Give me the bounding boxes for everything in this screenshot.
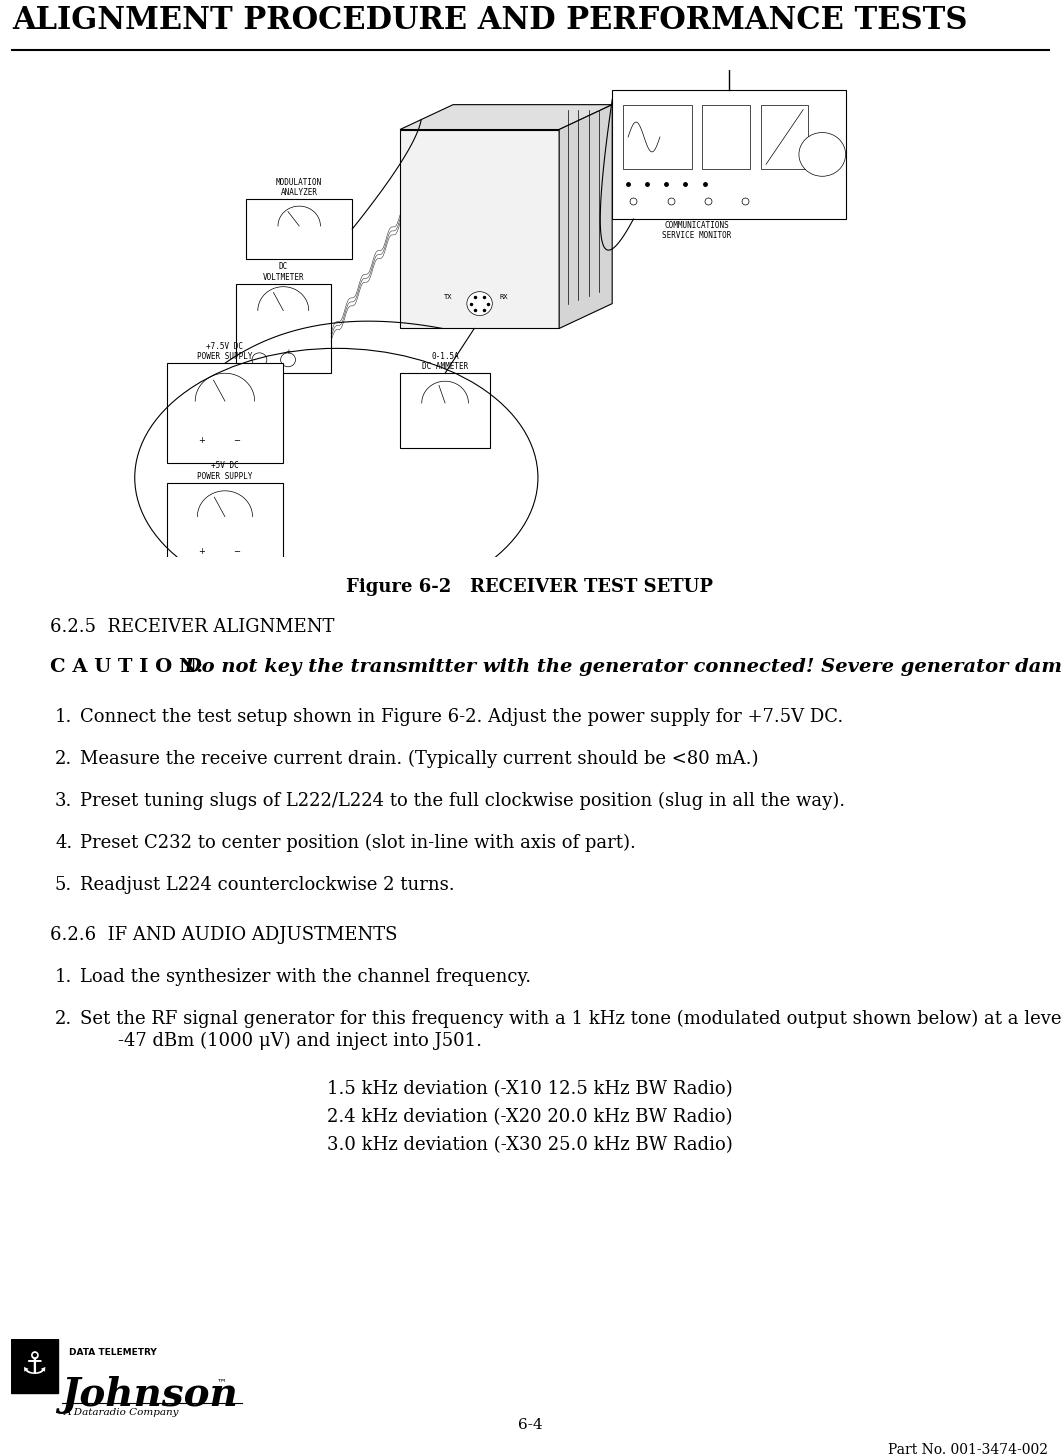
Text: 1.5 kHz deviation (-X10 12.5 kHz BW Radio): 1.5 kHz deviation (-X10 12.5 kHz BW Radi… <box>327 1080 733 1099</box>
Text: Part No. 001-3474-002: Part No. 001-3474-002 <box>888 1443 1048 1455</box>
Polygon shape <box>559 105 612 329</box>
Text: 2.: 2. <box>55 1010 72 1029</box>
Text: 6.2.6  IF AND AUDIO ADJUSTMENTS: 6.2.6 IF AND AUDIO ADJUSTMENTS <box>50 925 398 944</box>
Text: C A U T I O N:: C A U T I O N: <box>50 658 204 677</box>
Text: Do not key the transmitter with the generator connected! Severe generator damage: Do not key the transmitter with the gene… <box>178 658 1061 677</box>
Text: A Dataradio Company: A Dataradio Company <box>64 1407 179 1417</box>
Bar <box>400 129 559 329</box>
Text: 0-1.5A
DC AMMETER: 0-1.5A DC AMMETER <box>422 352 468 371</box>
Text: +: + <box>285 349 291 355</box>
Text: 5.: 5. <box>55 876 72 893</box>
Text: Connect the test setup shown in Figure 6-2. Adjust the power supply for +7.5V DC: Connect the test setup shown in Figure 6… <box>80 709 843 726</box>
Text: ALIGNMENT PROCEDURE AND PERFORMANCE TESTS: ALIGNMENT PROCEDURE AND PERFORMANCE TEST… <box>12 4 968 36</box>
Bar <box>761 105 808 169</box>
Bar <box>246 199 352 259</box>
Text: −: − <box>233 547 240 556</box>
Bar <box>400 374 490 448</box>
Text: Johnson: Johnson <box>62 1375 239 1414</box>
Text: 3.0 kHz deviation (-X30 25.0 kHz BW Radio): 3.0 kHz deviation (-X30 25.0 kHz BW Radi… <box>327 1136 733 1154</box>
Polygon shape <box>11 1339 58 1392</box>
Text: +: + <box>198 436 205 445</box>
Text: +7.5V DC
POWER SUPPLY: +7.5V DC POWER SUPPLY <box>197 342 253 361</box>
Text: Load the synthesizer with the channel frequency.: Load the synthesizer with the channel fr… <box>80 968 532 986</box>
Text: 3.: 3. <box>55 792 72 810</box>
Bar <box>702 105 750 169</box>
Circle shape <box>799 132 846 176</box>
Text: MODULATION
ANALYZER: MODULATION ANALYZER <box>276 178 323 198</box>
Text: 6.2.5  RECEIVER ALIGNMENT: 6.2.5 RECEIVER ALIGNMENT <box>50 618 334 636</box>
Circle shape <box>251 354 267 367</box>
Text: Figure 6-2   RECEIVER TEST SETUP: Figure 6-2 RECEIVER TEST SETUP <box>347 578 713 597</box>
Text: 2.: 2. <box>55 749 72 768</box>
Text: −: − <box>233 436 240 445</box>
Text: -47 dBm (1000 μV) and inject into J501.: -47 dBm (1000 μV) and inject into J501. <box>95 1032 482 1051</box>
Text: RX: RX <box>499 294 508 300</box>
Text: ⚓: ⚓ <box>20 1352 48 1381</box>
Text: +: + <box>198 547 205 556</box>
Text: DC
VOLTMETER: DC VOLTMETER <box>262 262 305 282</box>
Text: TX: TX <box>443 294 452 300</box>
Text: Preset tuning slugs of L222/L224 to the full clockwise position (slug in all the: Preset tuning slugs of L222/L224 to the … <box>80 792 846 810</box>
Text: DATA TELEMETRY: DATA TELEMETRY <box>69 1347 157 1356</box>
Bar <box>236 284 331 374</box>
Text: 2.4 kHz deviation (-X20 20.0 kHz BW Radio): 2.4 kHz deviation (-X20 20.0 kHz BW Radi… <box>327 1109 733 1126</box>
Text: Measure the receive current drain. (Typically current should be <80 mA.): Measure the receive current drain. (Typi… <box>80 749 759 768</box>
Polygon shape <box>400 105 612 129</box>
Text: 4.: 4. <box>55 834 72 853</box>
Text: Readjust L224 counterclockwise 2 turns.: Readjust L224 counterclockwise 2 turns. <box>80 876 454 893</box>
Bar <box>612 90 846 220</box>
Text: Set the RF signal generator for this frequency with a 1 kHz tone (modulated outp: Set the RF signal generator for this fre… <box>80 1010 1061 1029</box>
Text: 6-4: 6-4 <box>518 1419 542 1432</box>
Circle shape <box>467 291 492 316</box>
Text: ™: ™ <box>216 1378 226 1388</box>
Text: 1.: 1. <box>55 968 72 986</box>
Bar <box>623 105 692 169</box>
Text: COMMUNICATIONS
SERVICE MONITOR: COMMUNICATIONS SERVICE MONITOR <box>662 221 732 240</box>
Bar <box>167 483 283 572</box>
Bar <box>167 364 283 463</box>
Circle shape <box>280 354 295 367</box>
Text: 1.: 1. <box>55 709 72 726</box>
Text: Preset C232 to center position (slot in-line with axis of part).: Preset C232 to center position (slot in-… <box>80 834 636 853</box>
Text: +5V DC
POWER SUPPLY: +5V DC POWER SUPPLY <box>197 461 253 480</box>
